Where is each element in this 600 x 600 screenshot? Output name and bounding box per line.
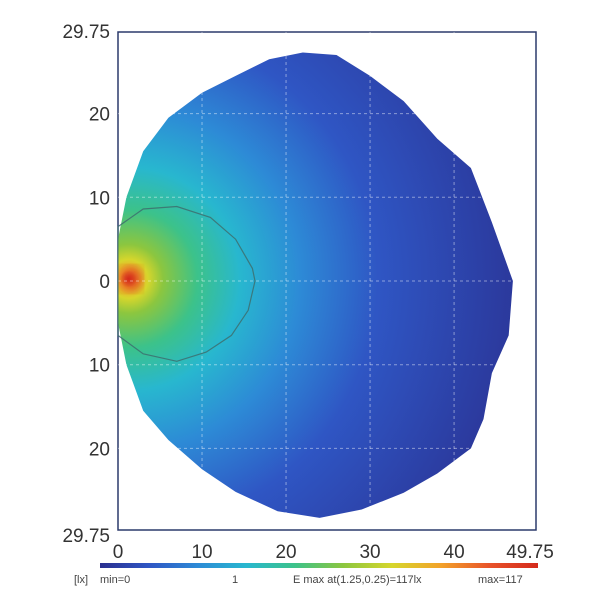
y-tick-label: 29.75: [62, 22, 110, 43]
y-tick-label: 29.75: [62, 526, 110, 547]
y-tick-label: 10: [89, 356, 110, 377]
y-tick-label: 20: [89, 105, 110, 126]
x-tick-label: 49.75: [506, 542, 554, 563]
y-tick-label: 10: [89, 188, 110, 209]
colorbar-max-label: max=117: [478, 574, 523, 586]
x-tick-label: 40: [444, 542, 465, 563]
colorbar-mid-label: 1: [232, 574, 238, 586]
x-tick-label: 20: [275, 542, 296, 563]
peak-hotspot: [122, 267, 141, 290]
x-axis-ticks: 0 10 20 30 40 49.75: [113, 542, 554, 563]
colorbar-min-label: min=0: [100, 574, 130, 586]
y-tick-label: 20: [89, 439, 110, 460]
y-tick-label: 0: [99, 272, 110, 293]
x-tick-label: 30: [359, 542, 380, 563]
colorbar-unit-label: [lx]: [74, 574, 88, 586]
colorbar: [100, 563, 538, 568]
x-tick-label: 10: [191, 542, 212, 563]
grid-lines: [118, 32, 536, 530]
y-axis-ticks: 29.75 20 10 0 10 20 29.75: [62, 22, 110, 547]
x-tick-label: 0: [113, 542, 124, 563]
iso-contour-line: [117, 205, 256, 362]
colorbar-emax-label: E max at(1.25,0.25)=117lx: [293, 574, 422, 586]
